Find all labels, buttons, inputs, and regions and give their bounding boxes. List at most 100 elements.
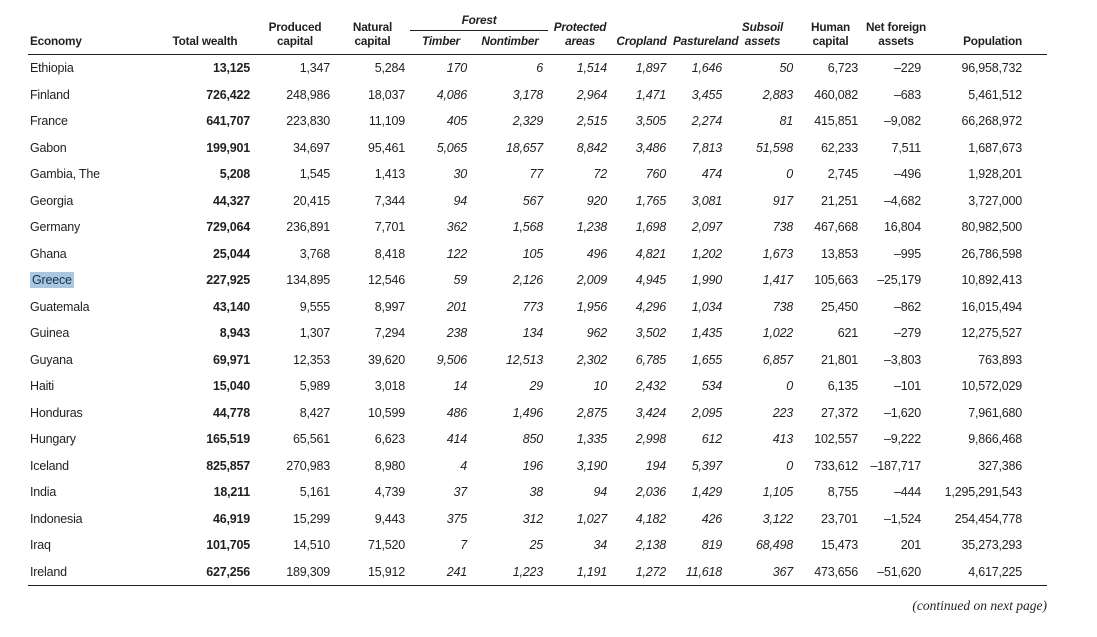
value-cell: 486 — [446, 405, 467, 420]
value-cell: –101 — [894, 379, 922, 394]
value-cell: 819 — [701, 538, 723, 553]
value-cell: 1,673 — [762, 246, 794, 261]
economy-name: Greece — [30, 272, 74, 289]
economy-cell: Guyana — [28, 347, 155, 374]
value-cell: –229 — [894, 61, 922, 76]
col-header-human-capital: Human capital — [798, 6, 864, 55]
col-group-forest: Forest — [410, 6, 549, 31]
economy-cell: Georgia — [28, 188, 155, 215]
value-cell: 760 — [645, 167, 667, 182]
economy-cell: Guinea — [28, 320, 155, 347]
value-cell: 34 — [593, 538, 608, 553]
economy-name: Ghana — [30, 246, 67, 261]
value-cell: 69,971 — [212, 352, 250, 367]
value-cell: 27,372 — [820, 405, 859, 420]
value-cell: 43,140 — [212, 299, 250, 314]
value-cell: 25,450 — [820, 299, 859, 314]
economy-cell: Guatemala — [28, 294, 155, 321]
economy-name: Indonesia — [30, 511, 83, 526]
value-cell: 1,687,673 — [968, 140, 1023, 155]
value-cell: 1,022 — [762, 326, 794, 341]
value-cell: 2,036 — [635, 485, 667, 500]
value-cell: 238 — [446, 326, 467, 341]
table-row: Guinea 8,943 1,307 7,294 238 134 962 3,5… — [28, 320, 1047, 347]
value-cell: 223,830 — [286, 114, 330, 129]
value-cell: 23,701 — [820, 511, 859, 526]
economy-name: Iceland — [30, 458, 69, 473]
value-cell: 5,208 — [219, 167, 250, 182]
value-cell: 25,044 — [212, 246, 250, 261]
value-cell: 0 — [786, 379, 794, 394]
value-cell: 733,612 — [814, 458, 859, 473]
value-cell: 1,413 — [374, 167, 405, 182]
value-cell: 2,964 — [576, 87, 608, 102]
value-cell: 3,122 — [762, 511, 794, 526]
value-cell: 62,233 — [820, 140, 859, 155]
value-cell: 16,015,494 — [961, 299, 1023, 314]
economy-cell: Ethiopia — [28, 55, 155, 82]
value-cell: 5,284 — [374, 61, 405, 76]
economy-cell: Ireland — [28, 558, 155, 586]
table-header: Economy Total wealth Produced capital Na… — [28, 6, 1048, 55]
economy-name: Iraq — [30, 538, 51, 553]
value-cell: 641,707 — [206, 114, 250, 129]
value-cell: 189,309 — [255, 558, 335, 586]
value-cell: 3,081 — [691, 193, 723, 208]
value-cell: 50 — [779, 61, 794, 76]
table-row: Indonesia 46,919 15,299 9,443 375 312 1,… — [28, 506, 1047, 533]
value-cell: 1,295,291,543 — [944, 485, 1023, 500]
value-cell: 26,786,598 — [961, 246, 1023, 261]
value-cell: 4,182 — [635, 511, 667, 526]
value-cell: 1,435 — [691, 326, 723, 341]
value-cell: 467,668 — [814, 220, 859, 235]
economy-name: Ireland — [30, 564, 67, 579]
economy-name: France — [30, 114, 68, 129]
value-cell: 44,327 — [212, 193, 250, 208]
value-cell: 6,135 — [827, 379, 859, 394]
value-cell: 20,415 — [292, 193, 330, 208]
value-cell: 13,853 — [820, 246, 859, 261]
value-cell: 270,983 — [286, 458, 330, 473]
value-cell: 1,514 — [576, 61, 608, 76]
value-cell: 1,496 — [512, 405, 544, 420]
value-cell: 4 — [460, 458, 467, 473]
value-cell: 6,723 — [827, 61, 859, 76]
value-cell: 415,851 — [814, 114, 859, 129]
value-cell: 236,891 — [286, 220, 330, 235]
value-cell: 1,545 — [299, 167, 330, 182]
value-cell: 2,009 — [576, 273, 608, 288]
value-cell: 312 — [522, 511, 544, 526]
value-cell: 5,397 — [691, 458, 723, 473]
value-cell: 10,892,413 — [961, 273, 1023, 288]
value-cell: –4,682 — [883, 193, 922, 208]
value-cell: 4,739 — [374, 485, 405, 500]
value-cell: 1,202 — [691, 246, 723, 261]
table-row: Greece 227,925 134,895 12,546 59 2,126 2… — [28, 267, 1047, 294]
value-cell: 2,515 — [576, 114, 608, 129]
value-cell: 15,299 — [292, 511, 330, 526]
value-cell: –51,620 — [863, 558, 930, 586]
value-cell: 199,901 — [206, 140, 250, 155]
value-cell: 37 — [453, 485, 467, 500]
value-cell: 1,655 — [691, 352, 723, 367]
value-cell: 196 — [522, 458, 544, 473]
value-cell: 51,598 — [755, 140, 794, 155]
value-cell: 7,511 — [891, 140, 922, 155]
value-cell: 59 — [453, 273, 467, 288]
value-cell: 12,353 — [292, 352, 330, 367]
value-cell: –444 — [894, 485, 922, 500]
value-cell: 44,778 — [212, 405, 250, 420]
value-cell: 1,307 — [299, 326, 330, 341]
value-cell: 105,663 — [814, 273, 859, 288]
value-cell: 2,875 — [576, 405, 608, 420]
economy-cell: Honduras — [28, 400, 155, 427]
value-cell: 68,498 — [755, 538, 794, 553]
table-row: Finland 726,422 248,986 18,037 4,086 3,1… — [28, 82, 1047, 109]
value-cell: 170 — [446, 61, 467, 76]
value-cell: 105 — [522, 246, 544, 261]
value-cell: 0 — [786, 458, 794, 473]
value-cell: 3,505 — [635, 114, 667, 129]
value-cell: 917 — [772, 193, 794, 208]
value-cell: 1,956 — [576, 299, 608, 314]
